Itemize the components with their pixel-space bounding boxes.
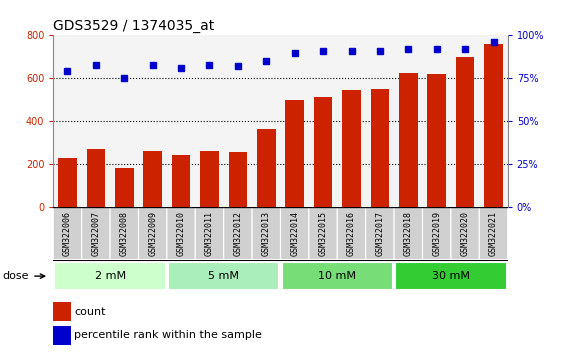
Text: dose: dose [3, 271, 45, 281]
FancyBboxPatch shape [451, 207, 479, 260]
Text: GSM322019: GSM322019 [432, 211, 441, 256]
Bar [286, 100, 304, 207]
Text: GSM322013: GSM322013 [262, 211, 271, 256]
Bar [427, 74, 446, 207]
Bar [58, 158, 77, 207]
FancyBboxPatch shape [394, 207, 422, 260]
Text: 2 mM: 2 mM [95, 271, 126, 281]
Bar [399, 73, 417, 207]
Bar [484, 44, 503, 207]
Text: GSM322021: GSM322021 [489, 211, 498, 256]
Bar [371, 89, 389, 207]
Text: GSM322017: GSM322017 [375, 211, 384, 256]
FancyBboxPatch shape [337, 207, 366, 260]
FancyBboxPatch shape [82, 207, 110, 260]
Text: GSM322015: GSM322015 [319, 211, 328, 256]
Text: GSM322014: GSM322014 [290, 211, 299, 256]
Text: GSM322006: GSM322006 [63, 211, 72, 256]
Text: GSM322008: GSM322008 [120, 211, 129, 256]
FancyBboxPatch shape [280, 207, 309, 260]
Text: GSM322018: GSM322018 [404, 211, 413, 256]
Text: 10 mM: 10 mM [318, 271, 356, 281]
Text: GDS3529 / 1374035_at: GDS3529 / 1374035_at [53, 19, 214, 33]
Text: GSM322007: GSM322007 [91, 211, 100, 256]
Text: 30 mM: 30 mM [432, 271, 470, 281]
Text: GSM322010: GSM322010 [177, 211, 186, 256]
Text: count: count [75, 307, 106, 316]
Bar [86, 149, 105, 207]
Bar [172, 154, 190, 207]
Bar [342, 90, 361, 207]
Bar [144, 151, 162, 207]
FancyBboxPatch shape [366, 207, 394, 260]
Bar [314, 97, 332, 207]
FancyBboxPatch shape [479, 207, 508, 260]
Bar [229, 152, 247, 207]
Text: 5 mM: 5 mM [208, 271, 239, 281]
FancyBboxPatch shape [139, 207, 167, 260]
FancyBboxPatch shape [282, 262, 393, 290]
Bar [115, 169, 134, 207]
FancyBboxPatch shape [168, 262, 279, 290]
Bar [200, 151, 219, 207]
Bar [257, 129, 275, 207]
FancyBboxPatch shape [396, 262, 507, 290]
FancyBboxPatch shape [252, 207, 280, 260]
Text: percentile rank within the sample: percentile rank within the sample [75, 330, 263, 341]
FancyBboxPatch shape [224, 207, 252, 260]
Bar [53, 302, 71, 321]
FancyBboxPatch shape [309, 207, 337, 260]
Text: GSM322012: GSM322012 [233, 211, 242, 256]
FancyBboxPatch shape [53, 207, 82, 260]
FancyBboxPatch shape [110, 207, 139, 260]
FancyBboxPatch shape [54, 262, 165, 290]
Text: GSM322009: GSM322009 [148, 211, 157, 256]
Text: GSM322020: GSM322020 [461, 211, 470, 256]
FancyBboxPatch shape [195, 207, 224, 260]
Bar [456, 57, 475, 207]
Text: GSM322016: GSM322016 [347, 211, 356, 256]
Text: GSM322011: GSM322011 [205, 211, 214, 256]
Bar [53, 326, 71, 344]
FancyBboxPatch shape [422, 207, 451, 260]
FancyBboxPatch shape [167, 207, 195, 260]
